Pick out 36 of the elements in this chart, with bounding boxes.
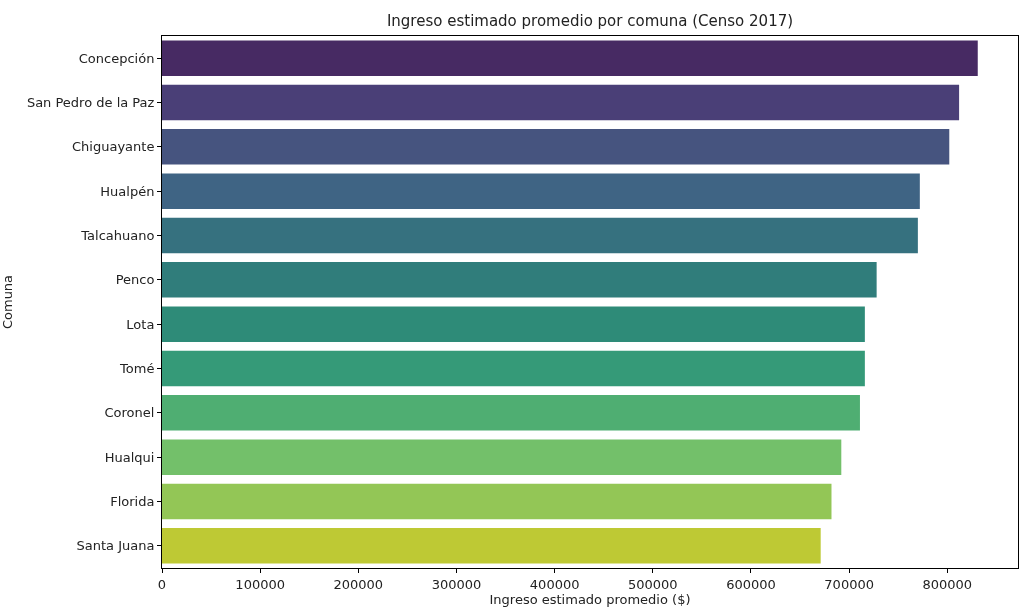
bar (162, 217, 918, 254)
x-tick-label: 100000 (235, 576, 285, 592)
y-tick-label: Hualqui (104, 449, 155, 465)
x-tick-label: 0 (157, 576, 167, 592)
x-tick-label: 400000 (529, 576, 580, 592)
bar (162, 483, 832, 520)
bar (162, 350, 865, 387)
bar (162, 129, 950, 165)
y-tick-label: Santa Juana (76, 538, 155, 554)
y-tick-label: Talcahuano (80, 228, 155, 244)
y-tick-label: Chiguayante (72, 139, 155, 155)
chart-title: Ingreso estimado promedio por comuna (Censo 2017) (386, 11, 794, 30)
x-axis-title: Ingreso estimado promedio ($) (489, 592, 691, 608)
y-tick-label: Tomé (119, 361, 155, 377)
bar (162, 40, 978, 76)
y-tick-label: San Pedro de la Paz (26, 95, 155, 111)
bar (162, 262, 877, 298)
bar (162, 528, 821, 564)
y-axis-title: Comuna (0, 274, 15, 330)
x-tick-label: 500000 (628, 576, 678, 592)
x-tick-label: 200000 (333, 576, 384, 592)
bar (162, 84, 960, 121)
y-tick-label: Lota (126, 316, 155, 332)
x-tick-label: 800000 (922, 576, 973, 592)
y-tick-label: Penco (115, 272, 155, 288)
y-tick-label: Florida (110, 494, 155, 510)
y-tick-label: Hualpén (100, 183, 155, 199)
x-tick-label: 700000 (824, 576, 874, 592)
x-tick-label: 300000 (431, 576, 482, 592)
bar (162, 173, 920, 209)
y-tick-label: Concepción (78, 50, 155, 66)
y-tick-label: Coronel (104, 405, 155, 421)
bar (162, 306, 865, 342)
bar (162, 395, 860, 431)
x-tick-label: 600000 (726, 576, 776, 592)
bar (162, 439, 842, 475)
